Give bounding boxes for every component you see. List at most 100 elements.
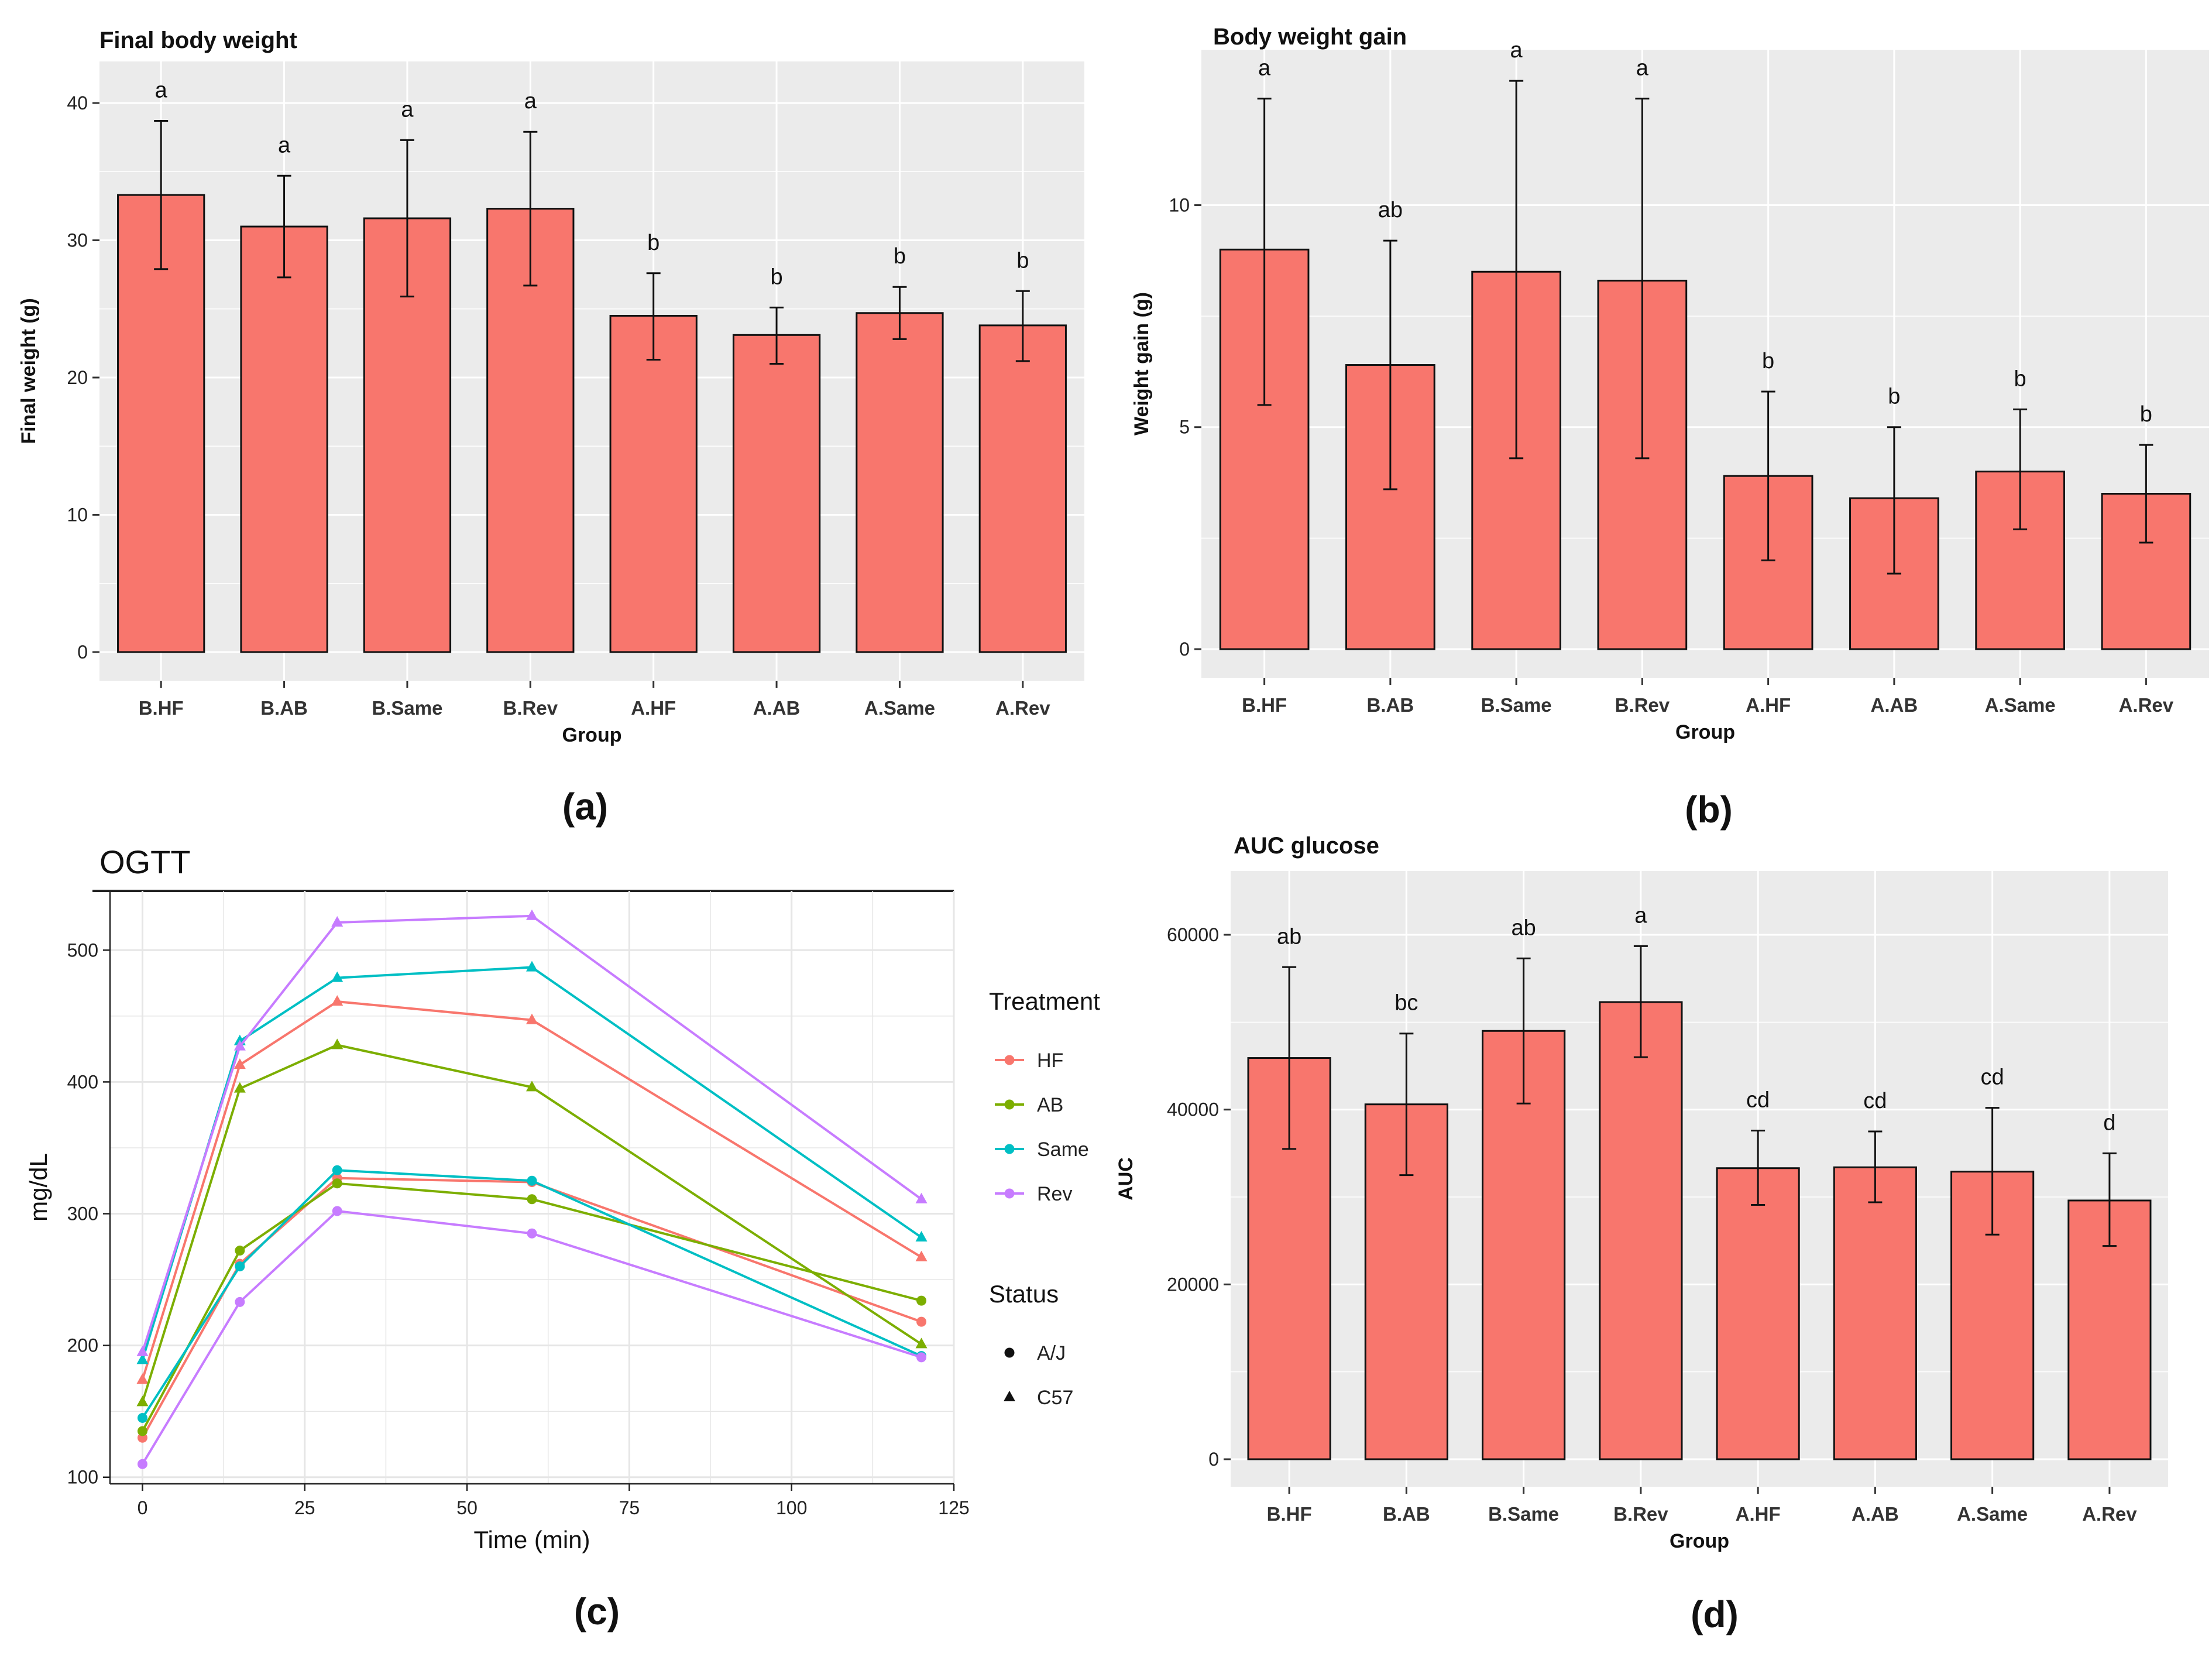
x-tick-label: A.Rev: [2082, 1503, 2137, 1525]
bar: [1716, 1167, 1800, 1460]
chart-a: Final body weight 0 10 20 30 40 a B.HF a B.AB a B.S…: [18, 28, 1084, 828]
significance-letter: d: [2103, 1110, 2115, 1135]
data-point-circle: [332, 1178, 342, 1189]
legend-swatch-point: [1004, 1144, 1015, 1154]
bar: [856, 312, 944, 653]
legend-title-status: Status: [989, 1280, 1059, 1308]
y-tick-label: 20000: [1167, 1274, 1219, 1295]
panel-label: (c): [574, 1590, 620, 1632]
x-tick-label: A.Same: [1985, 694, 2056, 716]
significance-letter: cd: [1981, 1065, 2004, 1090]
data-point-circle: [235, 1261, 245, 1272]
y-tick-label: 0: [1208, 1449, 1219, 1470]
significance-letter: ab: [1378, 198, 1403, 222]
y-tick-label: 200: [67, 1335, 98, 1356]
y-tick-label: 30: [67, 230, 88, 251]
chart-title: AUC glucose: [1234, 833, 1379, 859]
data-point-triangle: [915, 1192, 928, 1203]
data-point-triangle: [526, 1013, 538, 1024]
y-tick-label: 10: [67, 505, 88, 526]
legend-label-same: Same: [1037, 1138, 1089, 1161]
significance-letter: a: [1510, 38, 1523, 63]
data-point-circle: [235, 1246, 245, 1256]
x-tick-label: B.Rev: [503, 697, 558, 719]
data-point-triangle: [233, 1040, 246, 1051]
y-tick-label: 100: [67, 1467, 98, 1488]
y-tick-label: 20: [67, 367, 88, 388]
bar: [609, 314, 698, 653]
significance-letter: b: [647, 231, 660, 255]
data-point-circle: [916, 1295, 927, 1306]
y-tick-label: 10: [1169, 194, 1190, 215]
bar: [1833, 1166, 1917, 1460]
significance-letter: b: [1888, 385, 1900, 409]
x-tick-label: A.AB: [1871, 694, 1918, 716]
chart-title: Final body weight: [99, 28, 297, 53]
x-tick-label: B.Same: [1481, 694, 1552, 716]
x-tick-label: 125: [938, 1497, 969, 1518]
data-point-circle: [332, 1165, 342, 1175]
data-point-triangle: [136, 1373, 149, 1384]
significance-letter: a: [1634, 903, 1647, 928]
data-point-triangle: [331, 1038, 344, 1049]
x-axis-label: Group: [1675, 721, 1735, 743]
significance-letter: a: [1636, 56, 1649, 80]
significance-letter: b: [2014, 366, 2026, 391]
data-point-triangle: [331, 916, 344, 927]
x-tick-label: 50: [456, 1497, 478, 1518]
y-tick-label: 40: [67, 92, 88, 114]
x-tick-label: B.AB: [1383, 1503, 1430, 1525]
data-point-circle: [916, 1316, 927, 1327]
y-tick-label: 40000: [1167, 1099, 1219, 1120]
x-tick-label: B.Rev: [1613, 1503, 1668, 1525]
x-axis-label: Group: [562, 724, 622, 746]
x-tick-label: 0: [138, 1497, 148, 1518]
legend-label-rev: Rev: [1037, 1183, 1072, 1205]
chart-title: OGTT: [99, 843, 191, 880]
chart-c: OGTT 0 25 50 75 100 125 100 200 300 400 500 Time (mi…: [25, 843, 1100, 1632]
chart-title: Body weight gain: [1213, 24, 1407, 50]
y-axis-label: Weight gain (g): [1131, 292, 1153, 435]
x-tick-label: A.AB: [753, 697, 801, 719]
data-point-triangle: [526, 961, 538, 972]
bar: [1599, 1001, 1683, 1460]
legend-label-ab: AB: [1037, 1094, 1063, 1116]
x-tick-label: B.AB: [260, 697, 308, 719]
significance-letter: a: [1258, 56, 1271, 80]
significance-letter: b: [1016, 248, 1029, 273]
legend-label-hf: HF: [1037, 1049, 1063, 1072]
data-point-triangle: [915, 1231, 928, 1242]
x-tick-label: A.AB: [1852, 1503, 1899, 1525]
data-point-triangle: [233, 1082, 246, 1093]
legend: Treatment HF AB Same Rev Status A/J C57: [989, 987, 1100, 1409]
legend-symbol-triangle: [1004, 1391, 1015, 1401]
y-tick-label: 0: [1179, 639, 1190, 660]
data-point-circle: [137, 1426, 147, 1436]
x-tick-label: B.Same: [372, 697, 442, 719]
y-axis-label: Final weight (g): [18, 298, 40, 444]
x-tick-label: B.Rev: [1615, 694, 1670, 716]
bar: [978, 324, 1067, 653]
significance-letter: b: [894, 244, 906, 269]
significance-letter: cd: [1863, 1089, 1887, 1113]
significance-letter: a: [401, 97, 414, 122]
significance-letter: b: [2140, 402, 2152, 427]
panel-label: (d): [1691, 1593, 1739, 1635]
data-point-circle: [235, 1297, 245, 1307]
x-tick-label: 25: [294, 1497, 315, 1518]
data-point-triangle: [136, 1345, 149, 1356]
x-tick-label: 75: [619, 1497, 640, 1518]
panel-label: (a): [562, 786, 608, 828]
data-point-circle: [527, 1175, 537, 1186]
y-tick-label: 400: [67, 1071, 98, 1092]
x-tick-label: B.HF: [139, 697, 184, 719]
chart-d: AUC glucose 0 20000 40000 60000 ab B.HF bc B.AB a…: [1115, 833, 2168, 1635]
data-point-triangle: [331, 995, 344, 1006]
significance-letter: bc: [1394, 991, 1418, 1016]
significance-letter: a: [155, 78, 168, 102]
data-point-triangle: [233, 1058, 246, 1069]
x-tick-label: A.Rev: [995, 697, 1050, 719]
x-tick-label: A.Rev: [2119, 694, 2174, 716]
y-tick-label: 60000: [1167, 924, 1219, 945]
x-tick-label: A.HF: [1736, 1503, 1781, 1525]
